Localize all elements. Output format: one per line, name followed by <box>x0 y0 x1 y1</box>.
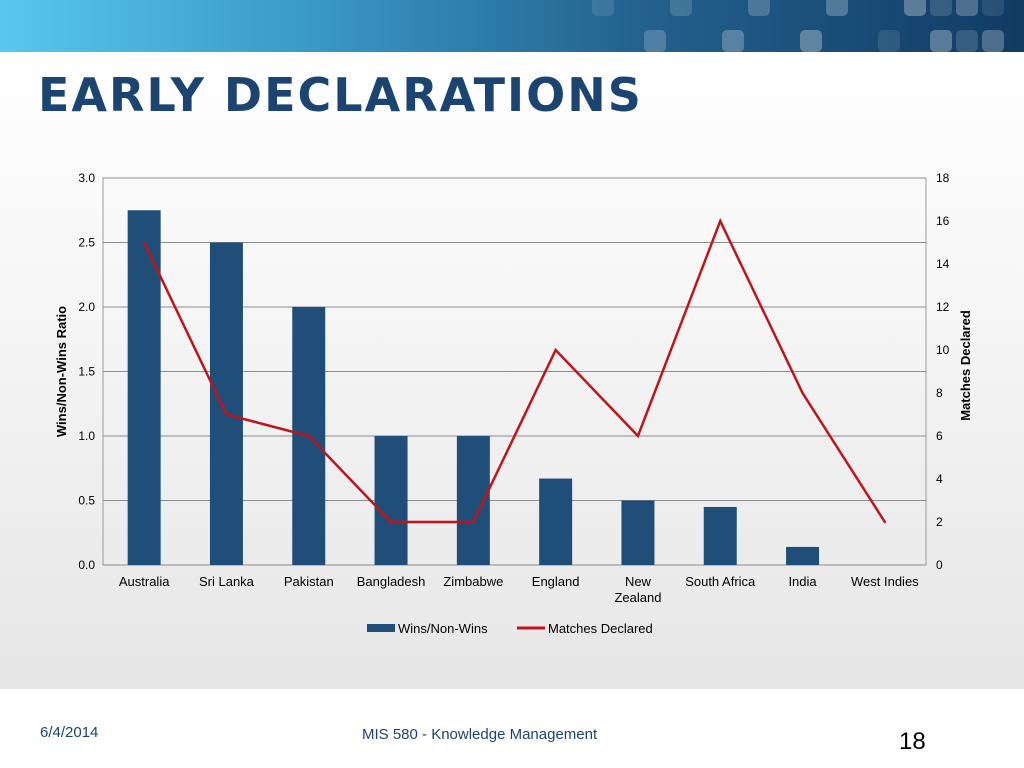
y-axis-title: Wins/Non-Wins Ratio <box>54 306 69 437</box>
y2-tick-label: 14 <box>936 257 950 271</box>
y-tick-label: 1.0 <box>78 429 95 443</box>
y2-axis-title: Matches Declared <box>958 310 973 421</box>
chart: 0.0 0.5 1.0 1.5 2.0 2.5 3.0 0 2 4 6 8 10 12 14 16 18 Wins… <box>54 171 973 636</box>
legend-bar-swatch <box>367 624 395 632</box>
banner-tile <box>956 0 978 16</box>
line-point <box>142 241 146 244</box>
line-point <box>719 219 722 223</box>
banner-tile <box>748 0 770 16</box>
banner-tile <box>670 0 692 16</box>
line-point <box>636 434 640 438</box>
line-point <box>801 391 804 395</box>
y-tick-label: 2.0 <box>78 300 95 314</box>
bar <box>786 546 820 565</box>
banner-tile <box>982 0 1004 16</box>
banner-tile <box>722 30 744 52</box>
bar <box>539 478 573 565</box>
line-point <box>225 413 228 416</box>
bar <box>127 210 161 565</box>
x-tick-label: Pakistan <box>284 574 334 589</box>
line-point <box>472 520 475 524</box>
content-panel <box>0 52 1024 689</box>
line-point <box>389 520 393 524</box>
footer-date: 6/4/2014 <box>40 724 99 741</box>
slide-title: Early Declarations <box>38 68 643 122</box>
x-tick-label: Zimbabwe <box>443 574 503 589</box>
line-series-matches-declared <box>143 217 886 524</box>
banner-tile <box>956 30 978 52</box>
footer-course: MIS 580 - Knowledge Management <box>362 726 598 743</box>
top-banner <box>0 0 1024 52</box>
banner-tile <box>982 30 1004 52</box>
x-tick-label: England <box>532 574 580 589</box>
y2-tick-label: 4 <box>936 472 943 486</box>
banner-tile <box>800 30 822 52</box>
legend-label-bar: Wins/Non-Wins <box>398 621 488 636</box>
banner-tile <box>904 0 926 16</box>
bar <box>621 500 655 565</box>
bar <box>209 242 243 565</box>
y2-tick-label: 2 <box>936 515 943 529</box>
y2-tick-label: 10 <box>936 343 950 357</box>
line-point <box>554 348 557 352</box>
banner-tile <box>826 0 848 16</box>
x-tick-label: West Indies <box>851 574 919 589</box>
x-tick-label: Australia <box>119 574 170 589</box>
y2-tick-label: 0 <box>936 558 943 572</box>
legend-label-line: Matches Declared <box>548 621 653 636</box>
y2-tick-label: 8 <box>936 386 943 400</box>
line-point <box>307 434 310 438</box>
banner-tile <box>644 30 666 52</box>
bar <box>703 506 737 565</box>
y2-tick-label: 16 <box>936 214 950 228</box>
y2-tick-label: 6 <box>936 429 943 443</box>
x-tick-label: Bangladesh <box>357 574 426 589</box>
x-tick-label: India <box>788 574 817 589</box>
y2-tick-label: 18 <box>936 171 950 185</box>
y-tick-label: 0.0 <box>78 558 95 572</box>
y-tick-label: 1.5 <box>78 365 95 379</box>
footer-slide-number: 18 <box>899 728 926 755</box>
banner-tile <box>592 0 614 16</box>
bar <box>374 436 408 565</box>
x-tick-label: New Zealand <box>614 574 661 605</box>
y-tick-label: 2.5 <box>78 236 95 250</box>
x-tick-label: Sri Lanka <box>199 574 255 589</box>
y-tick-label: 0.5 <box>78 494 95 508</box>
banner-tiles <box>592 0 1004 52</box>
y2-tick-label: 12 <box>936 300 950 314</box>
banner-tile <box>930 0 952 16</box>
banner-tile <box>878 30 900 52</box>
y-tick-label: 3.0 <box>78 171 95 185</box>
banner-tile <box>930 30 952 52</box>
x-tick-label: South Africa <box>685 574 756 589</box>
line-point <box>883 520 887 524</box>
